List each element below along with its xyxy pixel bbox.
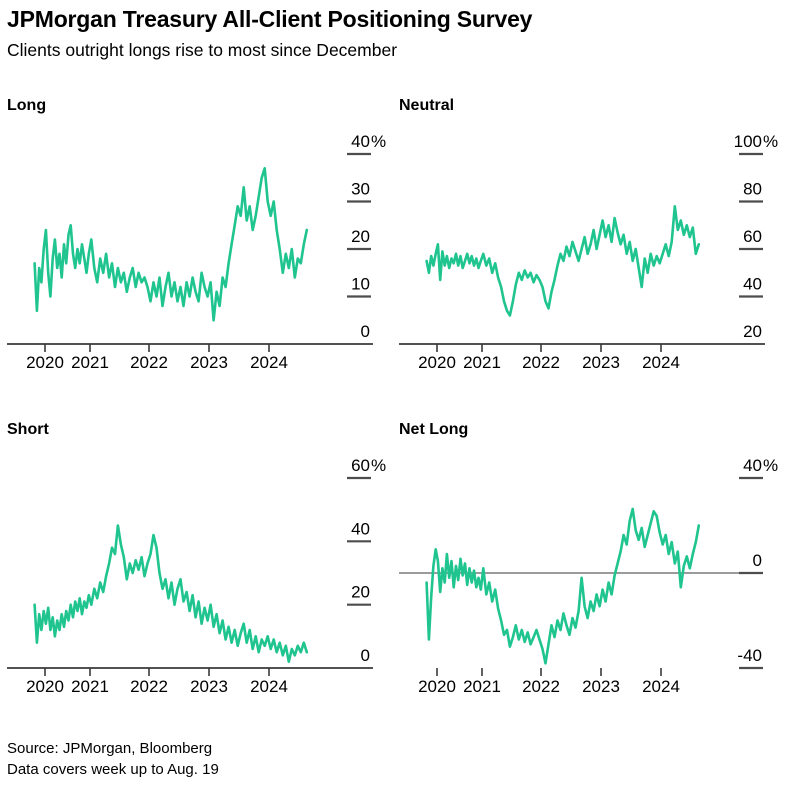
chart-header: JPMorgan Treasury All-Client Positioning… — [7, 6, 785, 61]
y-tick-label: -40 — [737, 646, 762, 665]
chart-footer: Source: JPMorgan, Bloomberg Data covers … — [7, 739, 785, 780]
data-note: Data covers week up to Aug. 19 — [7, 760, 219, 778]
y-tick-label: 20 — [351, 583, 370, 602]
y-tick-label: 0 — [361, 646, 370, 665]
panel-long: Long 40% 30 20 10 0 2020 2021 2022 2023 2024 — [7, 97, 389, 373]
y-unit-label: % — [371, 456, 386, 475]
panel-title-netlong: Net Long — [399, 421, 469, 438]
panel-title-neutral: Neutral — [399, 97, 455, 114]
y-tick-label: 60 — [351, 456, 370, 475]
y-tick-label: 0 — [753, 551, 762, 570]
y-tick-label: 100 — [734, 132, 762, 151]
x-tick-label: 2021 — [463, 353, 501, 372]
x-tick-label: 2020 — [418, 353, 456, 372]
x-tick-label: 2021 — [71, 353, 109, 372]
y-tick-label: 40 — [743, 275, 762, 294]
x-tick-label: 2024 — [250, 677, 288, 696]
x-tick-label: 2022 — [130, 677, 168, 696]
y-tick-label: 20 — [351, 227, 370, 246]
x-tick-label: 2024 — [642, 677, 680, 696]
y-tick-label: 80 — [743, 180, 762, 199]
netlong-chart: 40 % 0 -40 2020 2021 2022 2023 2024 — [399, 456, 778, 696]
x-tick-label: 2022 — [522, 677, 560, 696]
chart-subtitle: Clients outright longs rise to most sinc… — [7, 40, 398, 60]
y-axis: 100 % 80 60 40 20 — [734, 132, 779, 341]
series-line — [33, 167, 309, 322]
panel-title-long: Long — [7, 97, 47, 114]
x-tick-label: 2020 — [26, 677, 64, 696]
y-tick-label: 10 — [351, 275, 370, 294]
x-tick-label: 2021 — [463, 677, 501, 696]
x-tick-label: 2022 — [130, 353, 168, 372]
x-tick-label: 2021 — [71, 677, 109, 696]
x-tick-label: 2020 — [418, 677, 456, 696]
x-tick-label: 2020 — [26, 353, 64, 372]
x-tick-label: 2023 — [582, 677, 620, 696]
x-tick-label: 2023 — [190, 677, 228, 696]
long-chart: 40 % 30 20 10 0 2020 2021 2022 2023 2024 — [7, 132, 386, 372]
y-axis: 40 % 0 -40 — [737, 456, 778, 670]
panel-neutral: Neutral 100% 80 60 40 20 2020 2021 2022 2023 2024 — [399, 97, 781, 373]
panel-netlong: Net Long 40% 0 -40 2020 2021 2022 2023 2024 — [399, 421, 781, 697]
y-tick-label: 0 — [361, 322, 370, 341]
y-tick-label: 30 — [351, 180, 370, 199]
x-axis: 2020 2021 2022 2023 2024 — [26, 344, 288, 372]
y-unit-label: % — [763, 132, 778, 151]
y-tick-label: 20 — [743, 322, 762, 341]
y-axis: 60 % 40 20 0 — [347, 456, 386, 665]
panel-short: Short 60% 40 20 0 2020 2021 2022 2023 2024 — [7, 421, 389, 697]
short-chart: 60 % 40 20 0 2020 2021 2022 2023 2024 — [7, 456, 386, 696]
charts-grid: Long 40% 30 20 10 0 2020 2021 2022 2023 2024 Neut… — [7, 97, 785, 697]
x-axis: 2020 2021 2022 2023 2024 — [418, 668, 680, 696]
x-axis: 2020 2021 2022 2023 2024 — [26, 668, 288, 696]
y-tick-label: 40 — [351, 519, 370, 538]
series-line — [33, 524, 309, 663]
series-line — [425, 507, 701, 665]
y-unit-label: % — [763, 456, 778, 475]
x-tick-label: 2023 — [190, 353, 228, 372]
chart-title: JPMorgan Treasury All-Client Positioning… — [7, 6, 533, 32]
series-line — [425, 205, 701, 317]
x-axis: 2020 2021 2022 2023 2024 — [418, 344, 680, 372]
source-note: Source: JPMorgan, Bloomberg — [7, 740, 213, 757]
x-tick-label: 2024 — [250, 353, 288, 372]
x-tick-label: 2023 — [582, 353, 620, 372]
y-unit-label: % — [371, 132, 386, 151]
y-tick-label: 40 — [743, 456, 762, 475]
y-tick-label: 60 — [743, 227, 762, 246]
x-tick-label: 2024 — [642, 353, 680, 372]
y-axis: 40 % 30 20 10 0 — [347, 132, 386, 341]
x-tick-label: 2022 — [522, 353, 560, 372]
y-tick-label: 40 — [351, 132, 370, 151]
panel-title-short: Short — [7, 421, 49, 438]
